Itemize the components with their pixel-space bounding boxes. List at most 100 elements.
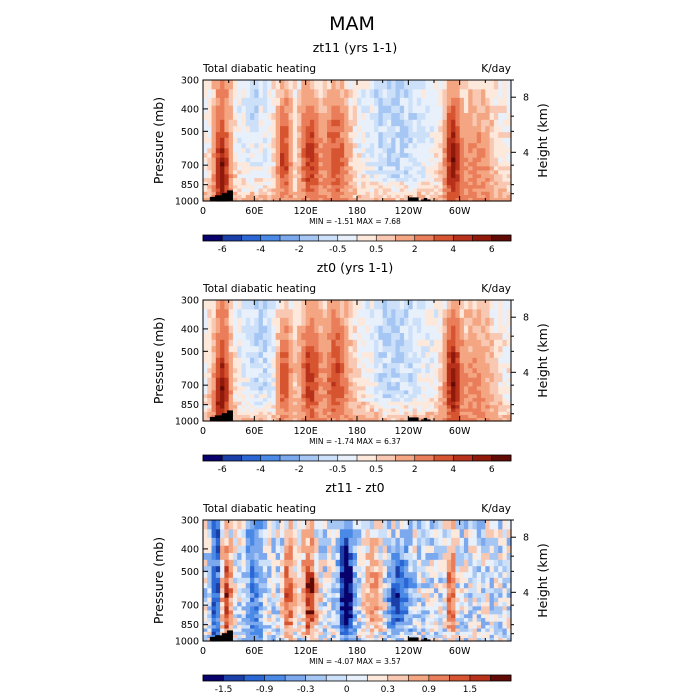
- heatmap-cell: [344, 105, 350, 114]
- heatmap-cell: [468, 325, 474, 334]
- heatmap-cell: [335, 606, 341, 611]
- heatmap-cell: [327, 559, 332, 567]
- heatmap-cell: [211, 97, 217, 107]
- heatmap-cell: [309, 317, 315, 327]
- heatmap-cell: [203, 390, 208, 395]
- heatmap-cell: [271, 405, 277, 410]
- heatmap-cell: [502, 178, 508, 183]
- heatmap-cell: [228, 185, 234, 190]
- heatmap-cell: [485, 113, 491, 121]
- units-label: K/day: [481, 503, 511, 515]
- heatmap-cell: [365, 614, 371, 619]
- heatmap-cell: [476, 357, 482, 364]
- x-tick-label: 60W: [449, 206, 471, 217]
- heatmap-cell: [382, 137, 388, 144]
- heatmap-cell: [463, 162, 469, 167]
- heatmap-cell: [382, 610, 388, 615]
- heatmap-cell: [399, 572, 405, 579]
- heatmap-cell: [498, 414, 504, 419]
- heatmap-cell: [220, 325, 225, 334]
- heatmap-cell: [374, 411, 379, 416]
- heatmap-cell: [344, 377, 350, 383]
- heatmap-cell: [365, 597, 371, 603]
- heatmap-cell: [297, 137, 302, 144]
- heatmap-cell: [297, 401, 302, 406]
- heatmap-cell: [271, 119, 277, 127]
- heatmap-cell: [348, 174, 354, 179]
- heatmap-cell: [416, 553, 422, 561]
- heatmap-cell: [421, 166, 427, 171]
- heatmap-cell: [335, 373, 341, 379]
- heatmap-cell: [309, 621, 315, 626]
- heatmap-cell: [421, 414, 427, 419]
- heatmap-cell: [404, 520, 409, 530]
- heatmap-cell: [339, 157, 345, 163]
- heatmap-cell: [378, 198, 384, 202]
- heatmap-cell: [446, 181, 452, 186]
- heatmap-cell: [262, 300, 268, 310]
- heatmap-cell: [207, 398, 213, 403]
- heatmap-cell: [374, 181, 379, 186]
- heatmap-cell: [498, 352, 504, 359]
- heatmap-cell: [232, 97, 238, 107]
- heatmap-cell: [292, 602, 298, 607]
- heatmap-cell: [241, 333, 247, 341]
- heatmap-cell: [425, 621, 431, 626]
- heatmap-cell: [292, 373, 298, 379]
- heatmap-cell: [327, 352, 332, 359]
- heatmap-cell: [425, 390, 431, 395]
- heatmap-cell: [357, 401, 362, 406]
- heatmap-cell: [241, 97, 247, 107]
- heatmap-cell: [429, 386, 435, 391]
- heatmap-cell: [327, 572, 332, 579]
- heatmap-cell: [391, 126, 397, 133]
- heatmap-cell: [288, 621, 294, 626]
- heatmap-cell: [262, 137, 268, 144]
- heatmap-cell: [275, 198, 281, 202]
- heatmap-cell: [386, 352, 392, 359]
- heatmap-cell: [314, 377, 320, 383]
- heatmap-cell: [258, 631, 264, 636]
- colorbar-label: -6: [218, 465, 227, 475]
- heatmap-cell: [408, 618, 414, 623]
- heatmap-cell: [275, 363, 281, 369]
- heatmap-cell: [468, 352, 474, 359]
- heatmap-cell: [472, 418, 478, 422]
- heatmap-cell: [262, 520, 268, 530]
- heatmap-cell: [271, 583, 277, 589]
- heatmap-cell: [275, 137, 281, 144]
- heatmap-cell: [438, 185, 444, 190]
- heatmap-cell: [211, 339, 217, 347]
- heatmap-cell: [502, 408, 508, 413]
- heatmap-cell: [314, 606, 320, 611]
- heatmap-cell: [314, 631, 320, 636]
- heatmap-cell: [472, 398, 478, 403]
- figure-title: MAM: [329, 13, 375, 35]
- heatmap-cell: [485, 80, 491, 90]
- heatmap-cell: [297, 614, 302, 619]
- heatmap-cell: [284, 346, 290, 353]
- heatmap-cell: [314, 105, 320, 114]
- heatmap-cell: [271, 614, 277, 619]
- heatmap-cell: [318, 597, 324, 603]
- heatmap-cell: [318, 545, 324, 554]
- heatmap-cell: [318, 194, 324, 199]
- heatmap-cell: [228, 357, 234, 364]
- colorbar-swatch: [337, 235, 358, 241]
- heatmap-cell: [459, 191, 465, 196]
- heatmap-cell: [374, 621, 379, 626]
- y-axis-right: 84 Height (km): [511, 79, 550, 195]
- heatmap-cell: [472, 148, 478, 154]
- heatmap-cell: [498, 166, 504, 171]
- heatmap-cell: [258, 614, 264, 619]
- heatmap-cell: [275, 317, 281, 327]
- heatmap-cell: [339, 162, 345, 167]
- heatmap-cell: [451, 382, 456, 387]
- heatmap-cell: [297, 621, 302, 626]
- heatmap-cell: [318, 559, 324, 567]
- heatmap-cell: [442, 198, 448, 202]
- heatmap-cell: [327, 300, 332, 310]
- heatmap-cell: [292, 593, 298, 599]
- heatmap-cell: [339, 414, 345, 419]
- heatmap-cell: [254, 597, 260, 603]
